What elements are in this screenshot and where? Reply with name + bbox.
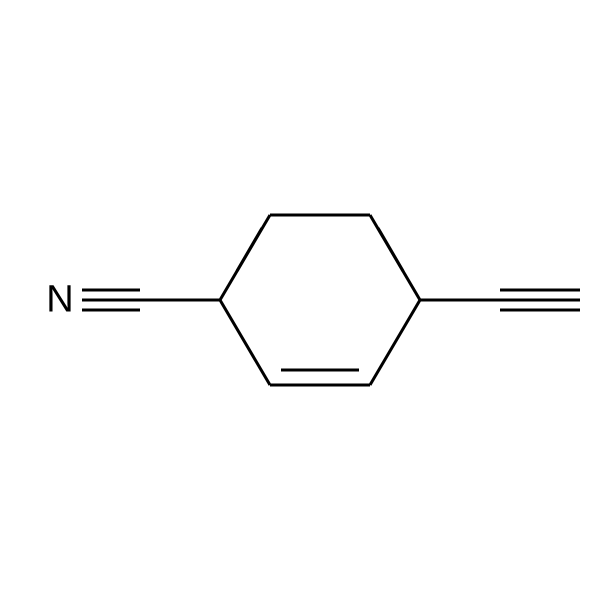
bond-C4-C5 (370, 300, 420, 385)
bond-C6-C1 (220, 300, 270, 385)
aromatic-inner-0 (237, 228, 262, 271)
aromatic-inner-1 (378, 228, 403, 271)
molecule-diagram: N (0, 0, 600, 600)
atom-label-N1: N (46, 279, 73, 322)
molecule-svg (0, 0, 600, 600)
